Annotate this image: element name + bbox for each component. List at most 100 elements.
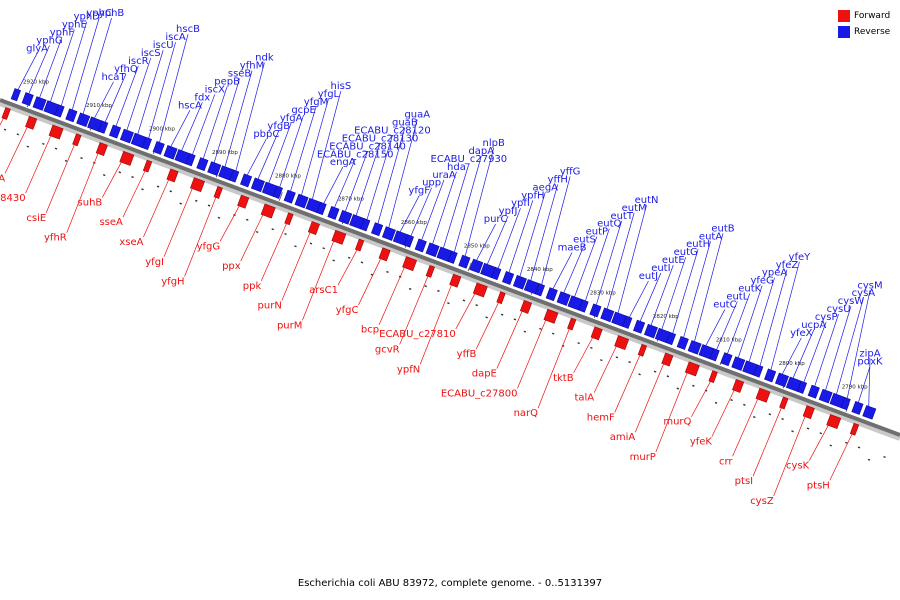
forward-gene-label: ypfN <box>397 364 420 375</box>
forward-gene-label: ppx <box>222 261 241 272</box>
reverse-gene-label: ypfH <box>521 190 544 201</box>
minor-tick <box>475 304 478 307</box>
leader-line <box>278 114 304 190</box>
reverse-gene <box>163 145 178 160</box>
leader-line <box>593 344 618 393</box>
minor-tick <box>332 259 335 262</box>
forward-gene <box>543 308 559 324</box>
minor-tick <box>768 413 772 416</box>
ruler-label: 2840 kbp <box>527 267 553 273</box>
forward-gene-label: murQ <box>663 417 691 428</box>
reverse-gene <box>207 161 222 176</box>
forward-gene <box>826 414 842 430</box>
reverse-gene-label: guaB <box>392 118 418 129</box>
leader-line <box>311 91 342 202</box>
minor-tick <box>179 202 183 205</box>
leader-line <box>518 192 546 279</box>
minor-tick <box>271 228 275 231</box>
minor-tick <box>628 361 631 364</box>
reverse-gene <box>283 189 296 204</box>
minor-tick <box>857 446 861 449</box>
forward-gene-label: ptsH <box>807 480 830 491</box>
reverse-gene <box>338 210 353 225</box>
forward-gene <box>472 282 488 298</box>
forward-gene <box>142 159 153 173</box>
forward-gene-label: gcvR <box>375 344 400 355</box>
reverse-gene-label: eutN <box>635 195 659 206</box>
forward-gene-label: yphA <box>0 173 5 184</box>
reverse-gene <box>709 348 720 362</box>
forward-gene-label: ECABU_c28430 <box>0 193 26 204</box>
reverse-gene-label: hisS <box>331 81 352 92</box>
axis-shadow <box>0 100 900 441</box>
forward-gene-label: arsC1 <box>309 285 338 296</box>
reverse-gene-label: yfgB <box>267 121 290 132</box>
leader-line <box>0 116 5 126</box>
forward-gene <box>237 194 250 209</box>
leader-line <box>169 110 191 149</box>
leader-line <box>496 309 524 369</box>
forward-gene <box>637 343 648 357</box>
leader-line <box>606 212 635 311</box>
leader-line <box>752 405 783 477</box>
reverse-gene <box>360 218 371 232</box>
reverse-gene-label: iscX <box>205 84 225 95</box>
leader-line <box>399 274 429 345</box>
reverse-gene <box>10 88 21 102</box>
reverse-gene-label: eutK <box>738 284 761 295</box>
reverse-gene-label: ECABU_c27930 <box>431 154 508 165</box>
reverse-gene-label: yfhM <box>240 61 264 72</box>
reverse-gene <box>76 112 91 128</box>
reverse-gene-label: eutP <box>586 227 608 238</box>
reverse-gene-label: cysP <box>815 312 838 323</box>
leader-line <box>453 155 482 255</box>
leader-line <box>475 223 496 263</box>
leader-line <box>163 186 194 257</box>
leader-line <box>60 21 88 108</box>
forward-gene-label: purN <box>258 301 282 312</box>
leader-line <box>455 291 477 330</box>
ruler-label: 2910 kbp <box>86 103 112 109</box>
leader-line <box>366 135 393 222</box>
ruler-label: 2870 kbp <box>338 197 364 203</box>
leader-line <box>420 179 445 242</box>
leader-line <box>595 220 623 307</box>
reverse-gene-label: eutB <box>711 223 734 234</box>
forward-gene-label: hemF <box>587 412 615 423</box>
forward-gene <box>284 212 294 226</box>
forward-gene-label: narQ <box>514 408 539 419</box>
leader-line <box>617 204 647 316</box>
legend-reverse-label: Reverse <box>854 27 891 37</box>
minor-tick <box>806 427 810 430</box>
leader-line <box>537 326 571 409</box>
forward-gene-label: sseA <box>99 217 123 228</box>
reverse-gene-label: eutM <box>622 203 647 214</box>
leader-line <box>16 53 38 92</box>
reverse-gene <box>414 238 427 253</box>
reverse-gene-label: yfgF <box>408 186 430 197</box>
reverse-gene-label: yfgM <box>304 97 328 108</box>
leader-line <box>573 335 594 374</box>
forward-swatch <box>838 10 850 22</box>
leader-line <box>114 65 139 129</box>
reverse-gene <box>119 128 134 144</box>
reverse-gene <box>545 287 558 302</box>
leader-line <box>508 200 534 275</box>
leader-line <box>813 313 839 389</box>
reverse-gene <box>774 372 789 388</box>
reverse-gene <box>796 380 808 394</box>
forward-gene-label: cysK <box>786 461 810 472</box>
minor-tick <box>255 230 259 234</box>
reverse-gene <box>589 303 602 318</box>
reverse-gene-label: ECABU_c28140 <box>329 141 406 152</box>
minor-tick <box>615 356 619 359</box>
leader-line <box>387 119 418 230</box>
minor-tick <box>102 174 106 177</box>
leader-line <box>486 216 509 267</box>
leader-line <box>25 134 52 194</box>
leader-line <box>562 244 585 295</box>
legend-reverse: Reverse <box>838 24 890 40</box>
forward-gene <box>95 142 108 157</box>
leader-line <box>759 269 788 368</box>
forward-gene <box>119 150 135 166</box>
